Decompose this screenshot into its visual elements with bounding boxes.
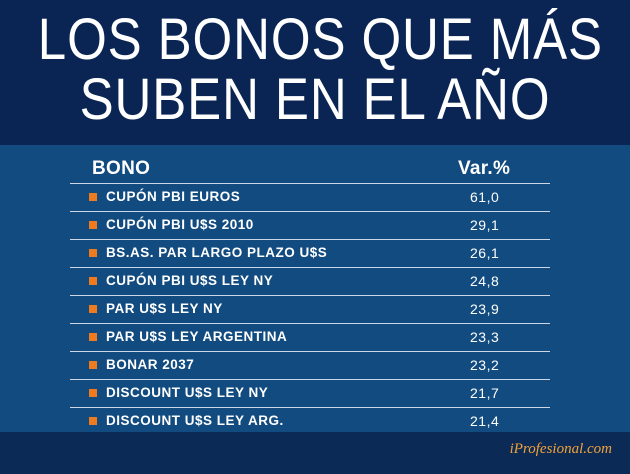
table-row: PAR U$S LEY ARGENTINA 23,3 <box>70 323 550 351</box>
column-header-var: Var.% <box>458 158 511 179</box>
bond-name: BS.AS. PAR LARGO PLAZO U$S <box>106 245 328 260</box>
bond-table: CUPÓN PBI EUROS 61,0 CUPÓN PBI U$S 2010 29,… <box>70 183 550 436</box>
table-row: DISCOUNT U$S LEY NY 21,7 <box>70 379 550 407</box>
table-row: BS.AS. PAR LARGO PLAZO U$S 26,1 <box>70 239 550 267</box>
bond-name: CUPÓN PBI U$S LEY NY <box>106 273 274 288</box>
table-row: BONAR 2037 23,2 <box>70 351 550 379</box>
brand-logo: iProfesional.com <box>509 441 612 457</box>
table-row: CUPÓN PBI EUROS 61,0 <box>70 183 550 211</box>
page-title: LOS BONOS QUE MÁS SUBEN EN EL AÑO <box>37 7 603 132</box>
square-bullet-icon <box>89 361 97 369</box>
title-line: LOS BONOS QUE MÁS <box>37 7 603 72</box>
column-header-bono: BONO <box>92 158 151 179</box>
bond-name: CUPÓN PBI EUROS <box>106 189 241 204</box>
bond-variation: 23,3 <box>470 329 500 345</box>
bond-name: DISCOUNT U$S LEY ARG. <box>106 413 284 428</box>
table-row: CUPÓN PBI U$S LEY NY 24,8 <box>70 267 550 295</box>
bond-name: BONAR 2037 <box>106 357 195 372</box>
bond-variation: 21,7 <box>470 385 500 401</box>
bond-variation: 61,0 <box>470 189 500 205</box>
square-bullet-icon <box>89 193 97 201</box>
bond-variation: 24,8 <box>470 273 500 289</box>
bond-variation: 26,1 <box>470 245 500 261</box>
bond-name: PAR U$S LEY NY <box>106 301 223 316</box>
square-bullet-icon <box>89 305 97 313</box>
bond-variation: 21,4 <box>470 413 500 429</box>
square-bullet-icon <box>89 417 97 425</box>
bond-variation: 23,9 <box>470 301 500 317</box>
table-row: CUPÓN PBI U$S 2010 29,1 <box>70 211 550 239</box>
header-band: LOS BONOS QUE MÁS SUBEN EN EL AÑO <box>0 0 630 145</box>
footer-band <box>0 432 630 474</box>
square-bullet-icon <box>89 221 97 229</box>
bond-name: PAR U$S LEY ARGENTINA <box>106 329 288 344</box>
title-line: SUBEN EN EL AÑO <box>79 67 551 132</box>
bond-variation: 29,1 <box>470 217 500 233</box>
bond-name: CUPÓN PBI U$S 2010 <box>106 217 254 232</box>
square-bullet-icon <box>89 277 97 285</box>
square-bullet-icon <box>89 249 97 257</box>
bond-variation: 23,2 <box>470 357 500 373</box>
square-bullet-icon <box>89 389 97 397</box>
table-panel <box>0 145 630 432</box>
bond-name: DISCOUNT U$S LEY NY <box>106 385 269 400</box>
table-row: PAR U$S LEY NY 23,9 <box>70 295 550 323</box>
square-bullet-icon <box>89 333 97 341</box>
